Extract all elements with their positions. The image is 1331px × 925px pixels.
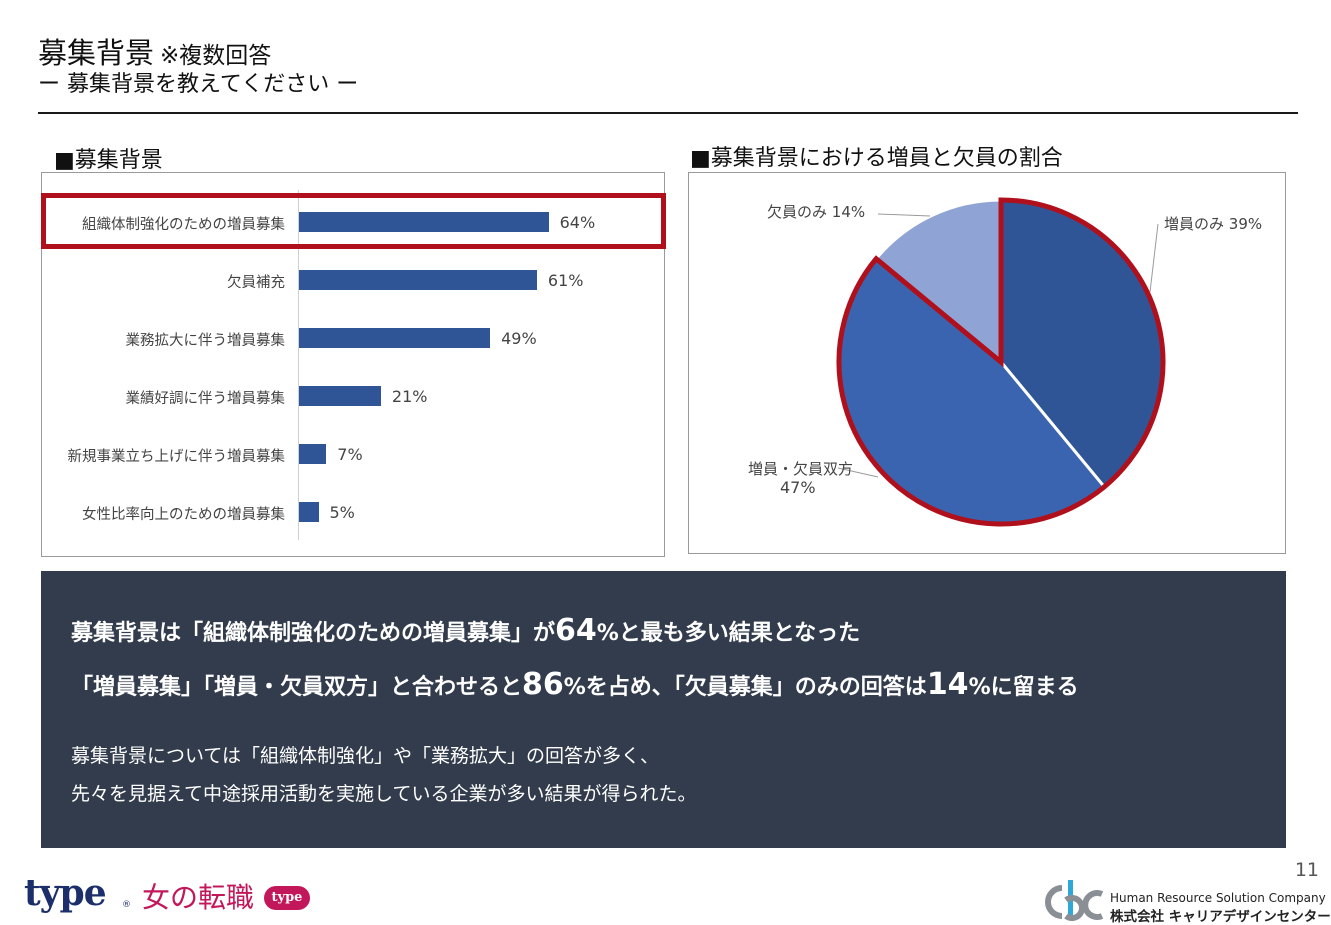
bar — [299, 212, 549, 232]
summary-line-4: 先々を見据えて中途採用活動を実施している企業が多い結果が得られた。 — [71, 783, 697, 805]
pie-label-kesshin-name: 欠員のみ — [767, 203, 828, 221]
summary-line-1-a: 募集背景は「組織体制強化のための増員募集」が — [71, 621, 556, 646]
bar — [299, 328, 491, 348]
pie-leader-line — [837, 467, 879, 478]
pie-leader-line — [1149, 223, 1159, 293]
onna-no-tenshoku-logo: 女の転職 — [142, 881, 255, 914]
pie-label-zoin-name: 増員のみ — [1164, 215, 1225, 233]
type-logo: type — [24, 872, 107, 914]
pie-label-zoin: 増員のみ 39% — [1164, 213, 1262, 234]
pie-label-kesshin: 欠員のみ 14% — [767, 201, 865, 222]
pie-label-kesshin-value: 14% — [831, 203, 866, 221]
pie-chart-frame — [688, 172, 1286, 554]
bar-chart-axis — [298, 190, 299, 540]
bar-value-label: 5% — [329, 503, 355, 522]
summary-line-2-c: %に留まる — [968, 675, 1079, 700]
bar — [299, 270, 537, 290]
bar-value-label: 61% — [547, 271, 584, 290]
bar-label: 業務拡大に伴う増員募集 — [125, 333, 286, 349]
page-title-text: 募集背景 — [38, 36, 155, 70]
pie-label-both-value: 47% — [780, 478, 816, 497]
bar-value-label: 21% — [391, 387, 428, 406]
company-name-jp: 株式会社 キャリアデザインセンター — [1110, 909, 1331, 925]
bar — [299, 386, 381, 406]
summary-line-3: 募集背景については「組織体制強化」や「業務拡大」の回答が多く、 — [71, 745, 660, 767]
bar-highlight-box — [41, 193, 666, 249]
bar-value-label: 64% — [559, 213, 596, 232]
bar-label: 女性比率向上のための増員募集 — [82, 507, 285, 523]
onna-no-tenshoku-badge: type — [264, 886, 310, 910]
page-title: 募集背景 ※複数回答 — [38, 30, 271, 72]
summary-line-1-num: 64 — [555, 613, 597, 648]
summary-line-2-num1: 86 — [522, 667, 564, 702]
pie-label-both-name: 増員・欠員双方 — [748, 460, 854, 478]
bar-chart-frame — [41, 172, 665, 557]
bar-label: 業績好調に伴う増員募集 — [125, 391, 286, 407]
page-subtitle: ー 募集背景を教えてください ー — [38, 72, 359, 97]
summary-line-2-num2: 14 — [926, 667, 969, 702]
pie-slice — [874, 198, 1003, 366]
summary-line-2-b: %を占め、「欠員募集」のみの回答は — [563, 675, 927, 700]
bar-label: 新規事業立ち上げに伴う増員募集 — [67, 449, 286, 465]
bar-value-label: 49% — [501, 329, 537, 348]
summary-line-2-a: 「増員募集」「増員・欠員双方」と合わせると — [71, 675, 523, 700]
summary-line-1-b: %と最も多い結果となった — [596, 621, 861, 646]
bar — [299, 444, 327, 464]
pie-chart — [836, 197, 1166, 527]
summary-line-2: 「増員募集」「増員・欠員双方」と合わせると86%を占め、「欠員募集」のみの回答は… — [71, 667, 1079, 702]
bar-label: 組織体制強化のための増員募集 — [82, 217, 285, 233]
summary-line-1: 募集背景は「組織体制強化のための増員募集」が64%と最も多い結果となった — [71, 613, 860, 648]
company-name-en: Human Resource Solution Company — [1110, 891, 1326, 905]
title-divider — [38, 112, 1298, 114]
bar-value-label: 7% — [337, 445, 363, 464]
pie-leader-line — [877, 213, 931, 217]
pie-highlight-outline — [836, 197, 1166, 527]
bar-chart-heading: ■募集背景 — [54, 148, 163, 173]
summary-box: 募集背景は「組織体制強化のための増員募集」が64%と最も多い結果となった 「増員… — [41, 571, 1286, 848]
cdc-logo-icon — [1045, 880, 1104, 921]
bar — [299, 502, 319, 522]
bar-label: 欠員補充 — [227, 275, 285, 291]
page-number: 11 — [1294, 859, 1319, 881]
type-logo-registered-mark: ® — [122, 900, 131, 910]
pie-chart-heading: ■募集背景における増員と欠員の割合 — [690, 146, 1063, 171]
pie-label-zoin-value: 39% — [1228, 215, 1263, 233]
page-title-note: ※複数回答 — [160, 43, 272, 69]
